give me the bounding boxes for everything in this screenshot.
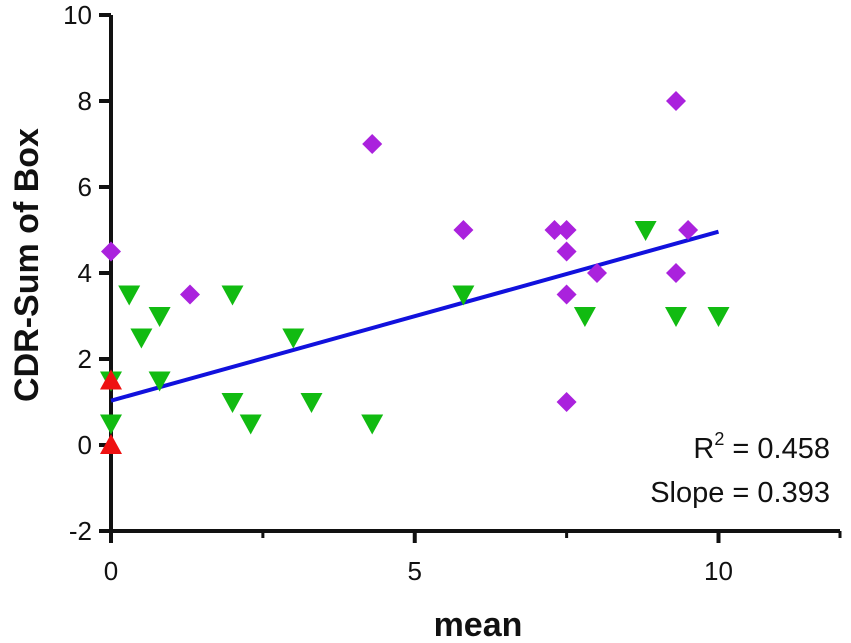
triangle-down-point [634,221,657,241]
triangle-down-point [282,328,305,349]
triangle-down-point [130,328,153,349]
x-tick-label: 10 [704,556,733,586]
x-axis-title: mean [434,606,523,643]
r2-label: R [693,433,714,465]
y-axis-title: CDR-Sum of Box [8,128,46,402]
triangle-down-point [221,393,244,413]
triangle-down-point [100,414,122,435]
y-tick-label: 8 [78,86,92,116]
regression-line [110,229,720,403]
diamond-point [556,241,577,262]
triangle-down-point [221,285,244,306]
triangle-down-point [300,393,323,413]
triangle-down-point [148,307,171,327]
diamond-point [666,91,686,111]
y-tick-label: 4 [78,258,92,288]
y-tick-label: 0 [78,430,92,460]
diamond-point [556,220,577,240]
diamond-point [556,392,577,412]
tick-labels: -2 0 2 4 6 8 10 0 5 10 [63,0,733,586]
diamond-point [678,220,699,240]
x-tick-label: 5 [408,556,422,586]
triangle-down-point [118,285,141,306]
diamond-point [362,134,383,154]
diamond-point [453,220,474,240]
y-tick-label: 2 [78,344,92,374]
diamond-point [544,220,565,240]
triangle-down-point [573,307,596,327]
y-tick-label: 10 [63,0,92,30]
triangle-down-point [452,285,475,306]
data-points [100,91,730,454]
y-tick-label: 6 [78,172,92,202]
triangle-down-point [148,371,171,392]
r-squared-annotation: R2 = 0.458 [693,429,830,465]
triangle-down-point [707,307,730,327]
r2-superscript: 2 [714,429,724,449]
slope-annotation: Slope = 0.393 [650,477,830,509]
triangle-down-point [361,414,384,435]
diamond-point [101,241,121,262]
diamond-point [587,263,607,283]
diamond-point [556,284,577,305]
triangle-up-point [100,434,122,454]
x-tick-label: 0 [104,556,118,586]
triangle-down-point [239,414,262,435]
triangle-up-point [100,369,122,390]
r2-value: = 0.458 [724,433,830,465]
triangle-down-point [665,307,687,327]
diamond-point [666,263,686,283]
y-tick-label: -2 [69,516,92,546]
diamond-point [180,284,200,305]
